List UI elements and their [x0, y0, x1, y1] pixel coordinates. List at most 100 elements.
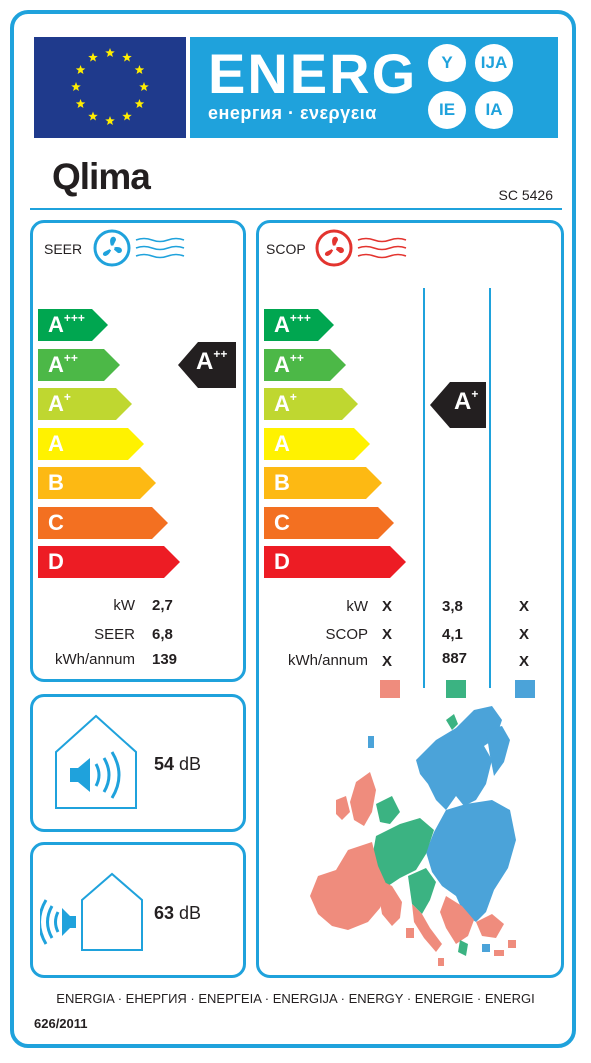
lang-suffix-y: Y: [428, 44, 466, 82]
seer-grade-label: A+++: [48, 312, 85, 338]
lang-suffix-ie: IE: [428, 91, 466, 129]
seer-grade-0: A+++: [38, 309, 108, 341]
energy-footer: ENERGIA · ЕНЕРГИЯ · ΕΝΕΡΓΕΙΑ · ENERGIJA …: [56, 991, 535, 1006]
seer-rating-badge: A++: [178, 342, 236, 393]
seer-grade-5: C: [38, 506, 168, 539]
eu-star-icon: [71, 82, 81, 92]
scop-grade-label: A: [274, 431, 290, 457]
eu-flag: [34, 37, 186, 138]
seer-grade-plus: +: [63, 390, 71, 404]
scop-grade-1: A++: [264, 348, 346, 381]
eu-star-icon: [134, 65, 145, 75]
scop-grade-plus: +: [289, 390, 297, 404]
regulation-number: 626/2011: [34, 1016, 88, 1031]
seer-kw-value: 2,7: [152, 597, 173, 614]
scop-kwh-label: kWh/annum: [287, 652, 368, 669]
zone-average-swatch: [446, 680, 466, 698]
zone-warm-swatch: [515, 680, 535, 698]
seer-seer-value: 6,8: [152, 626, 173, 643]
scop-kw-value-average: 3,8: [442, 598, 463, 615]
scop-scop-value-warm: X: [519, 626, 530, 643]
scop-grade-plus: ++: [289, 350, 304, 365]
indoor-noise-readout: 54 dB: [154, 754, 201, 775]
outdoor-noise-value: 63: [154, 903, 175, 923]
seer-grade-letter: D: [48, 549, 64, 574]
seer-rating-letter: A: [196, 348, 214, 375]
eu-star-icon: [139, 82, 149, 92]
scop-title: SCOP: [266, 241, 306, 257]
scop-scop-value-average: 4,1: [442, 626, 463, 643]
eu-star-icon: [122, 111, 132, 121]
seer-grade-label: C: [48, 510, 64, 536]
scop-scop-value-cold: X: [382, 626, 393, 643]
seer-grade-letter: B: [48, 470, 64, 495]
indoor-unit-sound-icon: [55, 714, 137, 809]
scop-rating-plus: +: [471, 387, 479, 401]
scop-grade-2: A+: [264, 388, 358, 420]
seer-grade-4: B: [38, 467, 156, 499]
scop-kwh-value-average: 887: [442, 650, 468, 667]
scop-rating-letter: A: [454, 388, 472, 415]
scop-grade-3: A: [264, 427, 370, 460]
energy-header: ENERG енергия · ενεργεια Y IJA IE IA: [190, 37, 558, 138]
scop-kwh-value-cold: X: [382, 653, 393, 670]
scop-grade-0: A+++: [264, 309, 334, 341]
scop-grade-label: A+: [274, 391, 297, 417]
heating-fan-icon: [315, 229, 407, 267]
seer-grade-1: A++: [38, 348, 120, 381]
scop-column-divider: [489, 288, 491, 688]
scop-grade-letter: B: [274, 470, 290, 495]
header-divider: [30, 208, 562, 210]
scop-grade-letter: A: [274, 351, 290, 377]
scop-grade-letter: A: [274, 312, 290, 337]
indoor-noise-panel: [30, 694, 246, 832]
eu-star-icon: [105, 48, 115, 58]
scop-grade-label: C: [274, 510, 290, 536]
scop-panel: [256, 220, 564, 978]
model-number: SC 5426: [498, 187, 553, 203]
eu-star-icon: [88, 52, 98, 62]
europe-climate-map: [310, 706, 516, 966]
scop-grade-6: D: [264, 546, 406, 578]
seer-grade-label: A++: [48, 352, 78, 378]
energ-title: ENERG: [208, 42, 418, 105]
outdoor-noise-readout: 63 dB: [154, 903, 201, 924]
seer-grade-letter: C: [48, 509, 64, 535]
scop-grade-5: C: [264, 506, 394, 539]
eu-star-icon: [75, 65, 86, 75]
scop-grade-label: A+++: [274, 312, 311, 338]
seer-grade-label: A+: [48, 391, 71, 417]
seer-grade-letter: A: [48, 391, 64, 416]
seer-kw-label: kW: [113, 597, 135, 614]
scop-kw-label: kW: [346, 598, 368, 615]
scop-grade-plus: +++: [289, 311, 311, 325]
seer-kwh-value: 139: [152, 651, 178, 668]
scop-column-divider: [423, 288, 425, 688]
seer-grade-plus: +++: [63, 311, 85, 325]
eu-star-icon: [88, 111, 98, 121]
scop-grade-letter: A: [274, 430, 290, 456]
cooling-fan-icon: [93, 229, 185, 267]
lang-suffix-ia: IA: [475, 91, 513, 129]
scop-grade-letter: C: [274, 509, 290, 535]
scop-grade-label: B: [274, 470, 290, 496]
seer-grade-plus: ++: [63, 350, 78, 365]
seer-kwh-label: kWh/annum: [54, 651, 135, 668]
lang-suffix-ija: IJA: [475, 44, 513, 82]
outdoor-unit-sound-icon: [40, 872, 143, 951]
scop-scop-label: SCOP: [325, 626, 368, 643]
seer-rating-plus: ++: [213, 347, 228, 361]
seer-panel: [30, 220, 246, 682]
seer-grade-6: D: [38, 546, 180, 578]
scop-kw-value-warm: X: [519, 598, 530, 615]
brand-logo: Qlima: [52, 156, 151, 197]
zone-cold-swatch: [380, 680, 400, 698]
outdoor-noise-unit: dB: [179, 903, 202, 923]
outdoor-noise-panel: [30, 842, 246, 978]
scop-grade-letter: D: [274, 549, 290, 574]
seer-grade-label: D: [48, 549, 64, 575]
seer-seer-label: SEER: [94, 626, 135, 643]
indoor-noise-unit: dB: [179, 754, 202, 774]
seer-grade-letter: A: [48, 351, 64, 377]
eu-star-icon: [122, 52, 132, 62]
